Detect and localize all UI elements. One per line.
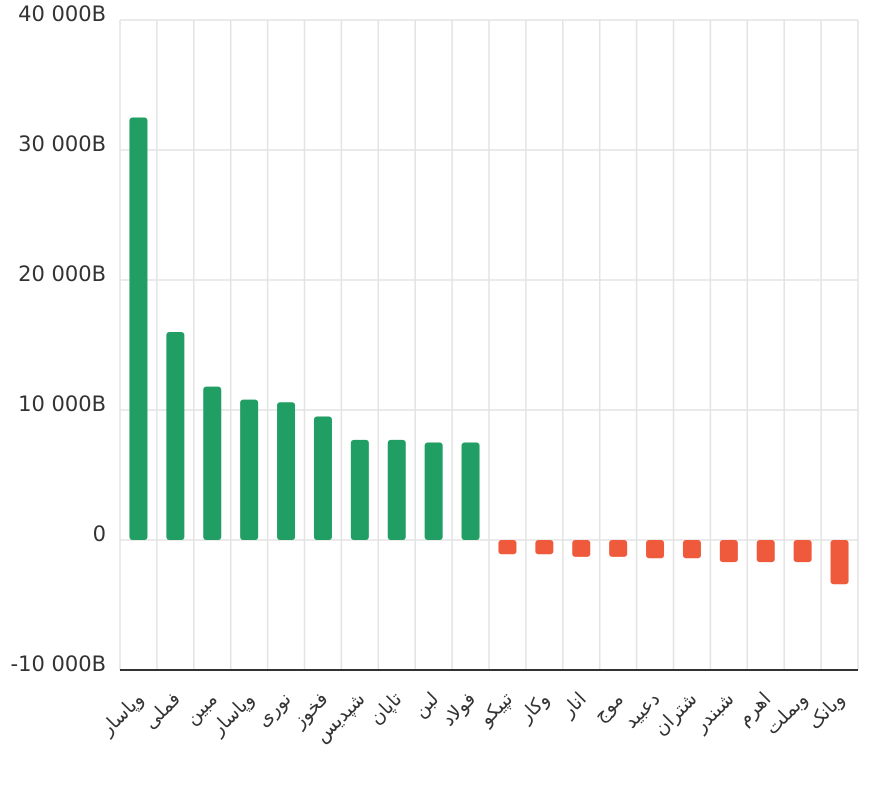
bar-negative	[719, 540, 738, 563]
y-tick-label: 20 000B	[18, 262, 106, 286]
bar-negative	[572, 540, 591, 557]
bar-negative	[535, 540, 554, 555]
y-tick-label: 30 000B	[18, 132, 106, 156]
x-tick-label: وپاسار	[96, 688, 148, 740]
x-tick-label: وبملت	[761, 688, 812, 739]
bar-negative	[830, 540, 849, 585]
bar-positive	[240, 399, 259, 540]
bar-negative	[609, 540, 628, 557]
y-axis-ticks: 40 000B 30 000B 20 000B 10 000B 0 -10 000B	[11, 2, 106, 676]
bar-negative	[682, 540, 701, 559]
bar-positive	[387, 439, 406, 540]
bar-negative	[793, 540, 812, 563]
bar-negative	[498, 540, 517, 555]
x-tick-label: فملی	[139, 688, 184, 733]
bar-negative	[646, 540, 665, 559]
bar-positive	[277, 402, 296, 540]
x-tick-label: شتران	[650, 688, 702, 740]
x-tick-label: تپیکو	[475, 688, 517, 730]
x-tick-label: نوری	[252, 688, 295, 731]
bar-positive	[129, 117, 148, 540]
y-tick-label: 0	[93, 522, 106, 546]
x-tick-label: انار	[556, 688, 590, 722]
bar-positive	[424, 442, 443, 540]
x-tick-label: تاپان	[365, 688, 406, 729]
bars	[129, 117, 849, 585]
x-tick-label: وکار	[514, 688, 554, 728]
x-tick-label: شبندر	[689, 688, 738, 737]
x-tick-label: فولاد	[438, 688, 481, 731]
bar-negative	[756, 540, 775, 563]
bar-positive	[350, 439, 369, 540]
x-tick-label: وبانک	[803, 688, 849, 734]
bar-positive	[461, 442, 480, 540]
bar-positive	[313, 416, 332, 540]
y-tick-label: 40 000B	[18, 2, 106, 26]
grid-lines	[119, 19, 859, 670]
y-tick-label: 10 000B	[18, 392, 106, 416]
bar-positive	[166, 332, 185, 540]
x-tick-label: وپاسار	[206, 688, 258, 740]
y-tick-label: -10 000B	[11, 652, 106, 676]
bar-positive	[203, 386, 222, 540]
